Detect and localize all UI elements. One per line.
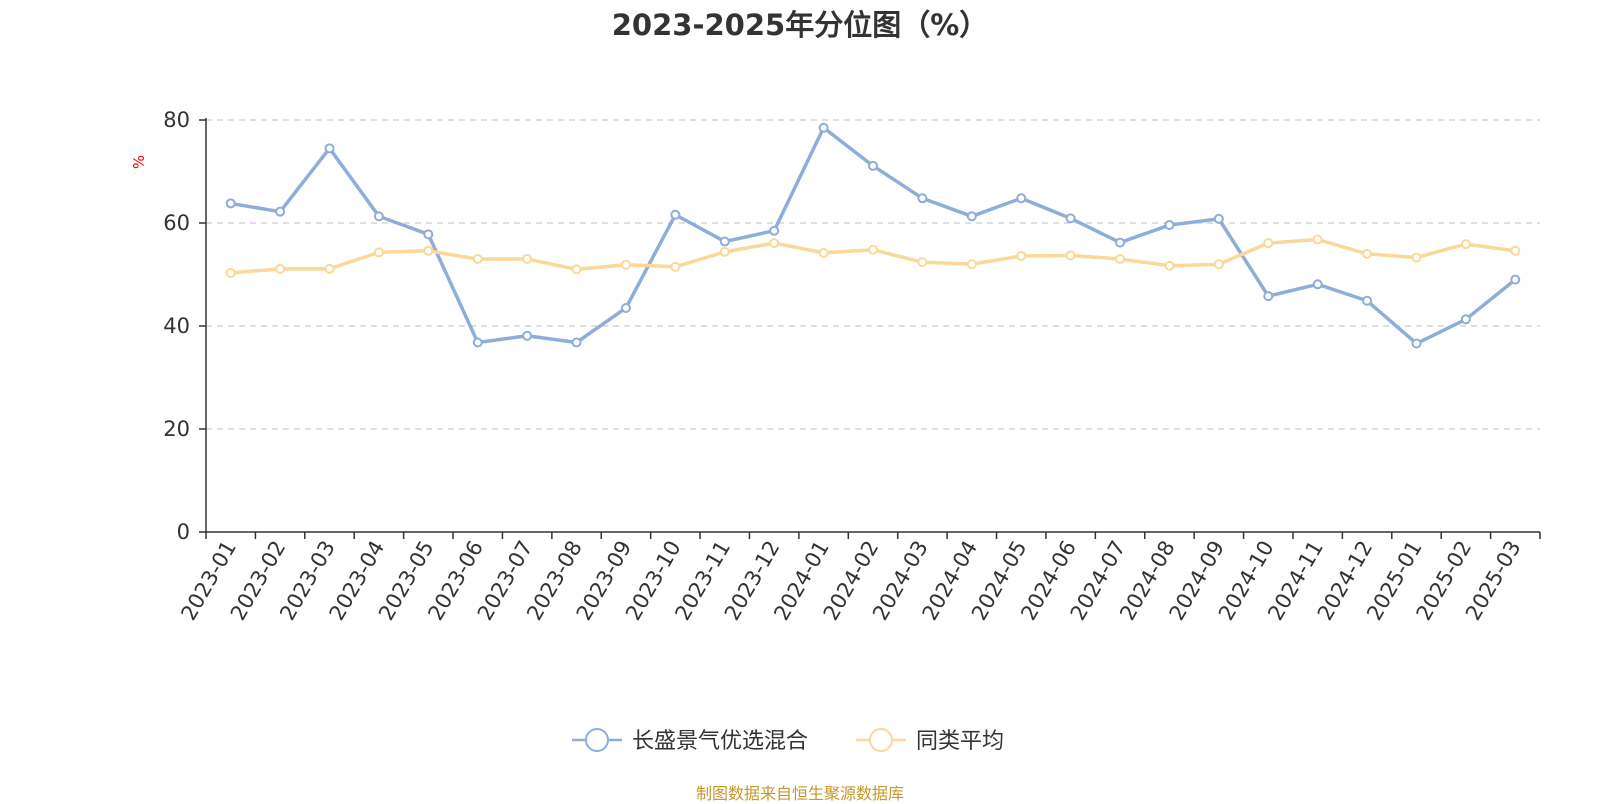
data-point [1312, 234, 1323, 245]
axes: 0204060802023-012023-022023-032023-04202… [163, 108, 1541, 624]
data-point [868, 160, 878, 171]
data-point [423, 229, 434, 240]
data-point [522, 254, 533, 265]
data-point [1213, 259, 1224, 270]
data-point [620, 259, 631, 270]
data-point [1263, 291, 1274, 302]
series-lines [225, 122, 1521, 349]
data-point [423, 245, 434, 256]
data-point [1362, 248, 1373, 259]
data-point [670, 209, 681, 220]
data-point [1016, 193, 1027, 204]
data-point [1065, 250, 1076, 261]
data-point [225, 198, 236, 209]
data-point [1510, 245, 1521, 256]
y-tick-label: 80 [163, 108, 190, 132]
legend-label: 长盛景气优选混合 [632, 729, 808, 754]
data-point [1213, 213, 1224, 224]
y-axis-label: % [130, 155, 148, 169]
data-point [1164, 220, 1175, 231]
data-point [324, 143, 335, 154]
data-point [275, 206, 286, 217]
data-point [275, 263, 286, 274]
data-point [1016, 250, 1027, 261]
source-note: 制图数据来自恒生聚源数据库 [695, 784, 904, 803]
data-point [620, 302, 631, 313]
chart-title: 2023-2025年分位图（%） [611, 8, 989, 42]
data-point [719, 246, 730, 257]
series-line [230, 125, 1517, 346]
data-point [917, 257, 928, 268]
data-point [1411, 252, 1422, 263]
data-point [373, 247, 384, 258]
data-point [818, 122, 829, 133]
series-line [230, 237, 1516, 275]
data-point [917, 193, 928, 204]
data-point [472, 337, 483, 348]
data-point [1460, 314, 1471, 325]
data-point [670, 261, 681, 272]
data-point [225, 267, 236, 278]
data-point [868, 244, 878, 255]
data-point [1411, 338, 1422, 349]
legend-marker [869, 728, 893, 752]
legend[interactable]: 长盛景气优选混合 同类平均 [572, 728, 1004, 754]
data-point [1362, 295, 1373, 306]
data-point [719, 236, 730, 247]
data-point [1115, 237, 1126, 248]
data-point [324, 263, 335, 274]
data-point [1312, 279, 1323, 290]
data-point [1510, 274, 1521, 285]
y-tick-label: 60 [163, 211, 190, 235]
data-point [571, 264, 582, 275]
data-point [571, 337, 582, 348]
data-point [522, 330, 533, 341]
data-point [373, 211, 384, 222]
grid-lines [206, 119, 1540, 430]
data-point [769, 238, 780, 249]
data-point [1164, 260, 1175, 271]
y-tick-label: 40 [163, 314, 190, 338]
data-point [769, 225, 780, 236]
y-tick-label: 20 [163, 417, 190, 441]
data-point [1263, 238, 1274, 249]
data-point [818, 247, 829, 258]
legend-marker [585, 728, 609, 752]
data-point [1065, 213, 1076, 224]
data-point [472, 254, 483, 265]
data-point [966, 211, 977, 222]
legend-label: 同类平均 [916, 729, 1004, 754]
data-point [1460, 239, 1471, 250]
data-point [966, 259, 977, 270]
y-tick-label: 0 [177, 520, 190, 544]
data-point [1115, 254, 1126, 265]
